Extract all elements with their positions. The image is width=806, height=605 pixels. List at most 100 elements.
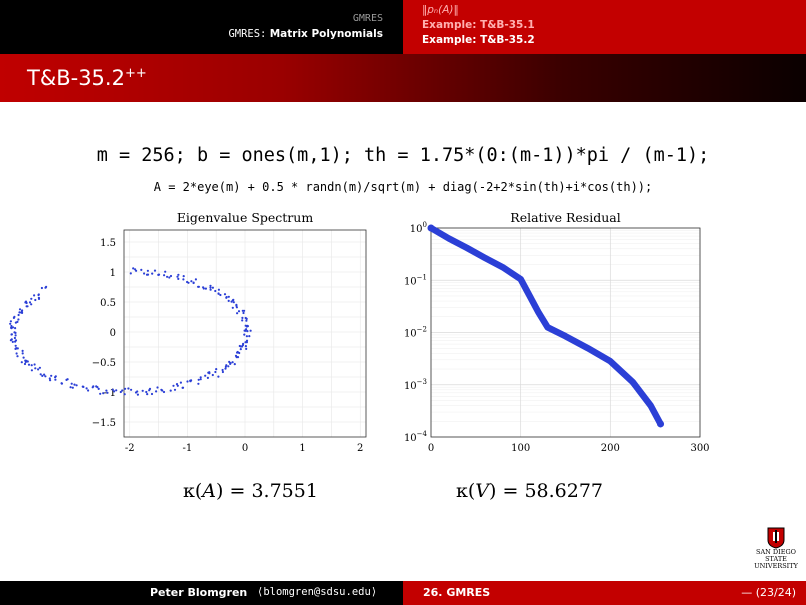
eigenvalue-point [245, 319, 248, 322]
slide-title-text: T&B-35.2 [27, 66, 125, 90]
eigenvalue-point [206, 376, 209, 379]
eigenvalue-point [241, 319, 244, 322]
eigenvalue-point [33, 363, 36, 366]
eigenvalue-point [231, 361, 234, 364]
y-tick-label: 10−3 [404, 378, 427, 392]
kappa-v-var: V [475, 480, 490, 502]
eigenvalue-point [111, 388, 114, 391]
eigenvalue-point [243, 329, 246, 332]
eigenvalue-point [217, 292, 220, 295]
eigenvalue-point [75, 384, 78, 387]
title-bar: T&B-35.2++ [0, 54, 806, 102]
eigenvalue-point [121, 389, 124, 392]
eigenvalue-point [230, 300, 233, 303]
eigenvalue-point [181, 386, 184, 389]
eigenvalue-point [151, 272, 154, 275]
eigenvalue-point [30, 303, 33, 306]
nav-item-norm[interactable]: ‖pₙ(A)‖ [422, 4, 459, 16]
eigenvalue-point [197, 378, 200, 381]
eigenvalue-point [248, 335, 251, 338]
eigenvalue-point [28, 301, 32, 304]
x-tick-label: 2 [357, 443, 363, 454]
eigenvalue-point [204, 287, 207, 290]
eigenvalue-point [146, 273, 150, 276]
eigenvalue-point [132, 267, 135, 270]
subsection-link[interactable]: GMRES: Matrix Polynomials [228, 28, 383, 40]
eigenvalue-point [23, 362, 27, 366]
x-tick-label: -2 [125, 443, 135, 454]
eigenvalue-point [129, 272, 132, 275]
eigenvalue-point [239, 345, 242, 348]
eigenvalue-point [245, 341, 248, 344]
x-tick-label: 300 [690, 443, 709, 454]
y-tick-label: −1 [101, 388, 116, 399]
kappa-a-value: κ(A) = 3.7551 [183, 480, 318, 502]
eigenvalue-point [10, 333, 13, 336]
eigenvalue-point [54, 378, 57, 381]
footer-section: 26. GMRES [423, 586, 491, 599]
eigenvalue-point [232, 298, 235, 301]
eigenvalue-point [199, 378, 202, 381]
eigenvalue-point [236, 351, 239, 354]
eigenvalue-point [177, 273, 180, 276]
eigenvalue-point [164, 270, 167, 273]
footer-section-block: 26. GMRES [403, 581, 503, 605]
eigenvalue-point [221, 370, 224, 374]
eigenvalue-point [99, 392, 102, 395]
eigenvalue-point [37, 296, 41, 299]
eigenvalue-point [175, 383, 179, 386]
eigenvalue-point [227, 295, 230, 298]
eigenvalue-point [14, 331, 17, 334]
footer-page-block: — (23/24) [503, 581, 806, 605]
y-tick-label: 0.5 [100, 298, 116, 309]
x-tick-label: 0 [242, 443, 248, 454]
eigenvalue-point [176, 384, 179, 387]
y-tick-label: −1.5 [92, 418, 116, 429]
section-link[interactable]: GMRES [352, 13, 383, 24]
subsection-label: Matrix Polynomials [269, 28, 383, 40]
eigenvalue-point [115, 389, 118, 392]
eigenvalue-point [239, 348, 242, 351]
eigenvalue-point [9, 322, 12, 325]
eigenvalue-point [243, 333, 246, 336]
eigenvalue-point [34, 298, 37, 302]
eigenvalue-point [105, 389, 108, 392]
eigenvalue-point [209, 286, 212, 289]
eigenvalue-point [140, 268, 143, 271]
eigenvalue-point [244, 345, 247, 348]
y-tick-label: −0.5 [92, 358, 116, 369]
eigenvalue-point [14, 327, 17, 330]
eigenvalue-point [229, 362, 232, 365]
eigenvalue-point [14, 339, 18, 342]
kappa-a-var: A [202, 480, 217, 502]
residual-start-point [427, 224, 435, 232]
eigenvalue-point [182, 278, 185, 281]
eigenvalue-point [14, 334, 17, 337]
x-tick-label: 100 [511, 443, 530, 454]
eigenvalue-point [186, 380, 189, 383]
eigenvalue-point [217, 288, 220, 291]
eigenvalue-point [169, 274, 173, 278]
eigenvalue-point [160, 388, 163, 391]
logo-line-2: UNIVERSITY [754, 562, 798, 570]
eigenvalue-point [13, 336, 16, 340]
eigenvalue-point [199, 376, 202, 379]
eigenvalue-point [91, 386, 94, 389]
eigenvalue-point [21, 352, 24, 355]
eigenvalue-point [102, 392, 105, 395]
eigenvalue-point [227, 365, 230, 368]
eigenvalue-point [106, 391, 109, 394]
eigenvalue-point [130, 388, 133, 391]
eigenvalue-point [119, 390, 122, 394]
eigenvalue-point [233, 363, 236, 366]
eigenvalue-point [176, 275, 179, 278]
nav-item-example-35-2[interactable]: Example: T&B-35.2 [422, 34, 535, 46]
eigenvalue-point [22, 356, 25, 359]
eigenvalue-point [224, 367, 227, 370]
kappa-a-number: ) = 3.7551 [216, 480, 318, 502]
nav-item-example-35-1[interactable]: Example: T&B-35.1 [422, 19, 535, 31]
eigenvalue-point [231, 306, 234, 309]
eigenvalue-point [38, 366, 42, 369]
eigenvalue-point [155, 390, 158, 393]
eigenvalue-point [16, 355, 19, 358]
